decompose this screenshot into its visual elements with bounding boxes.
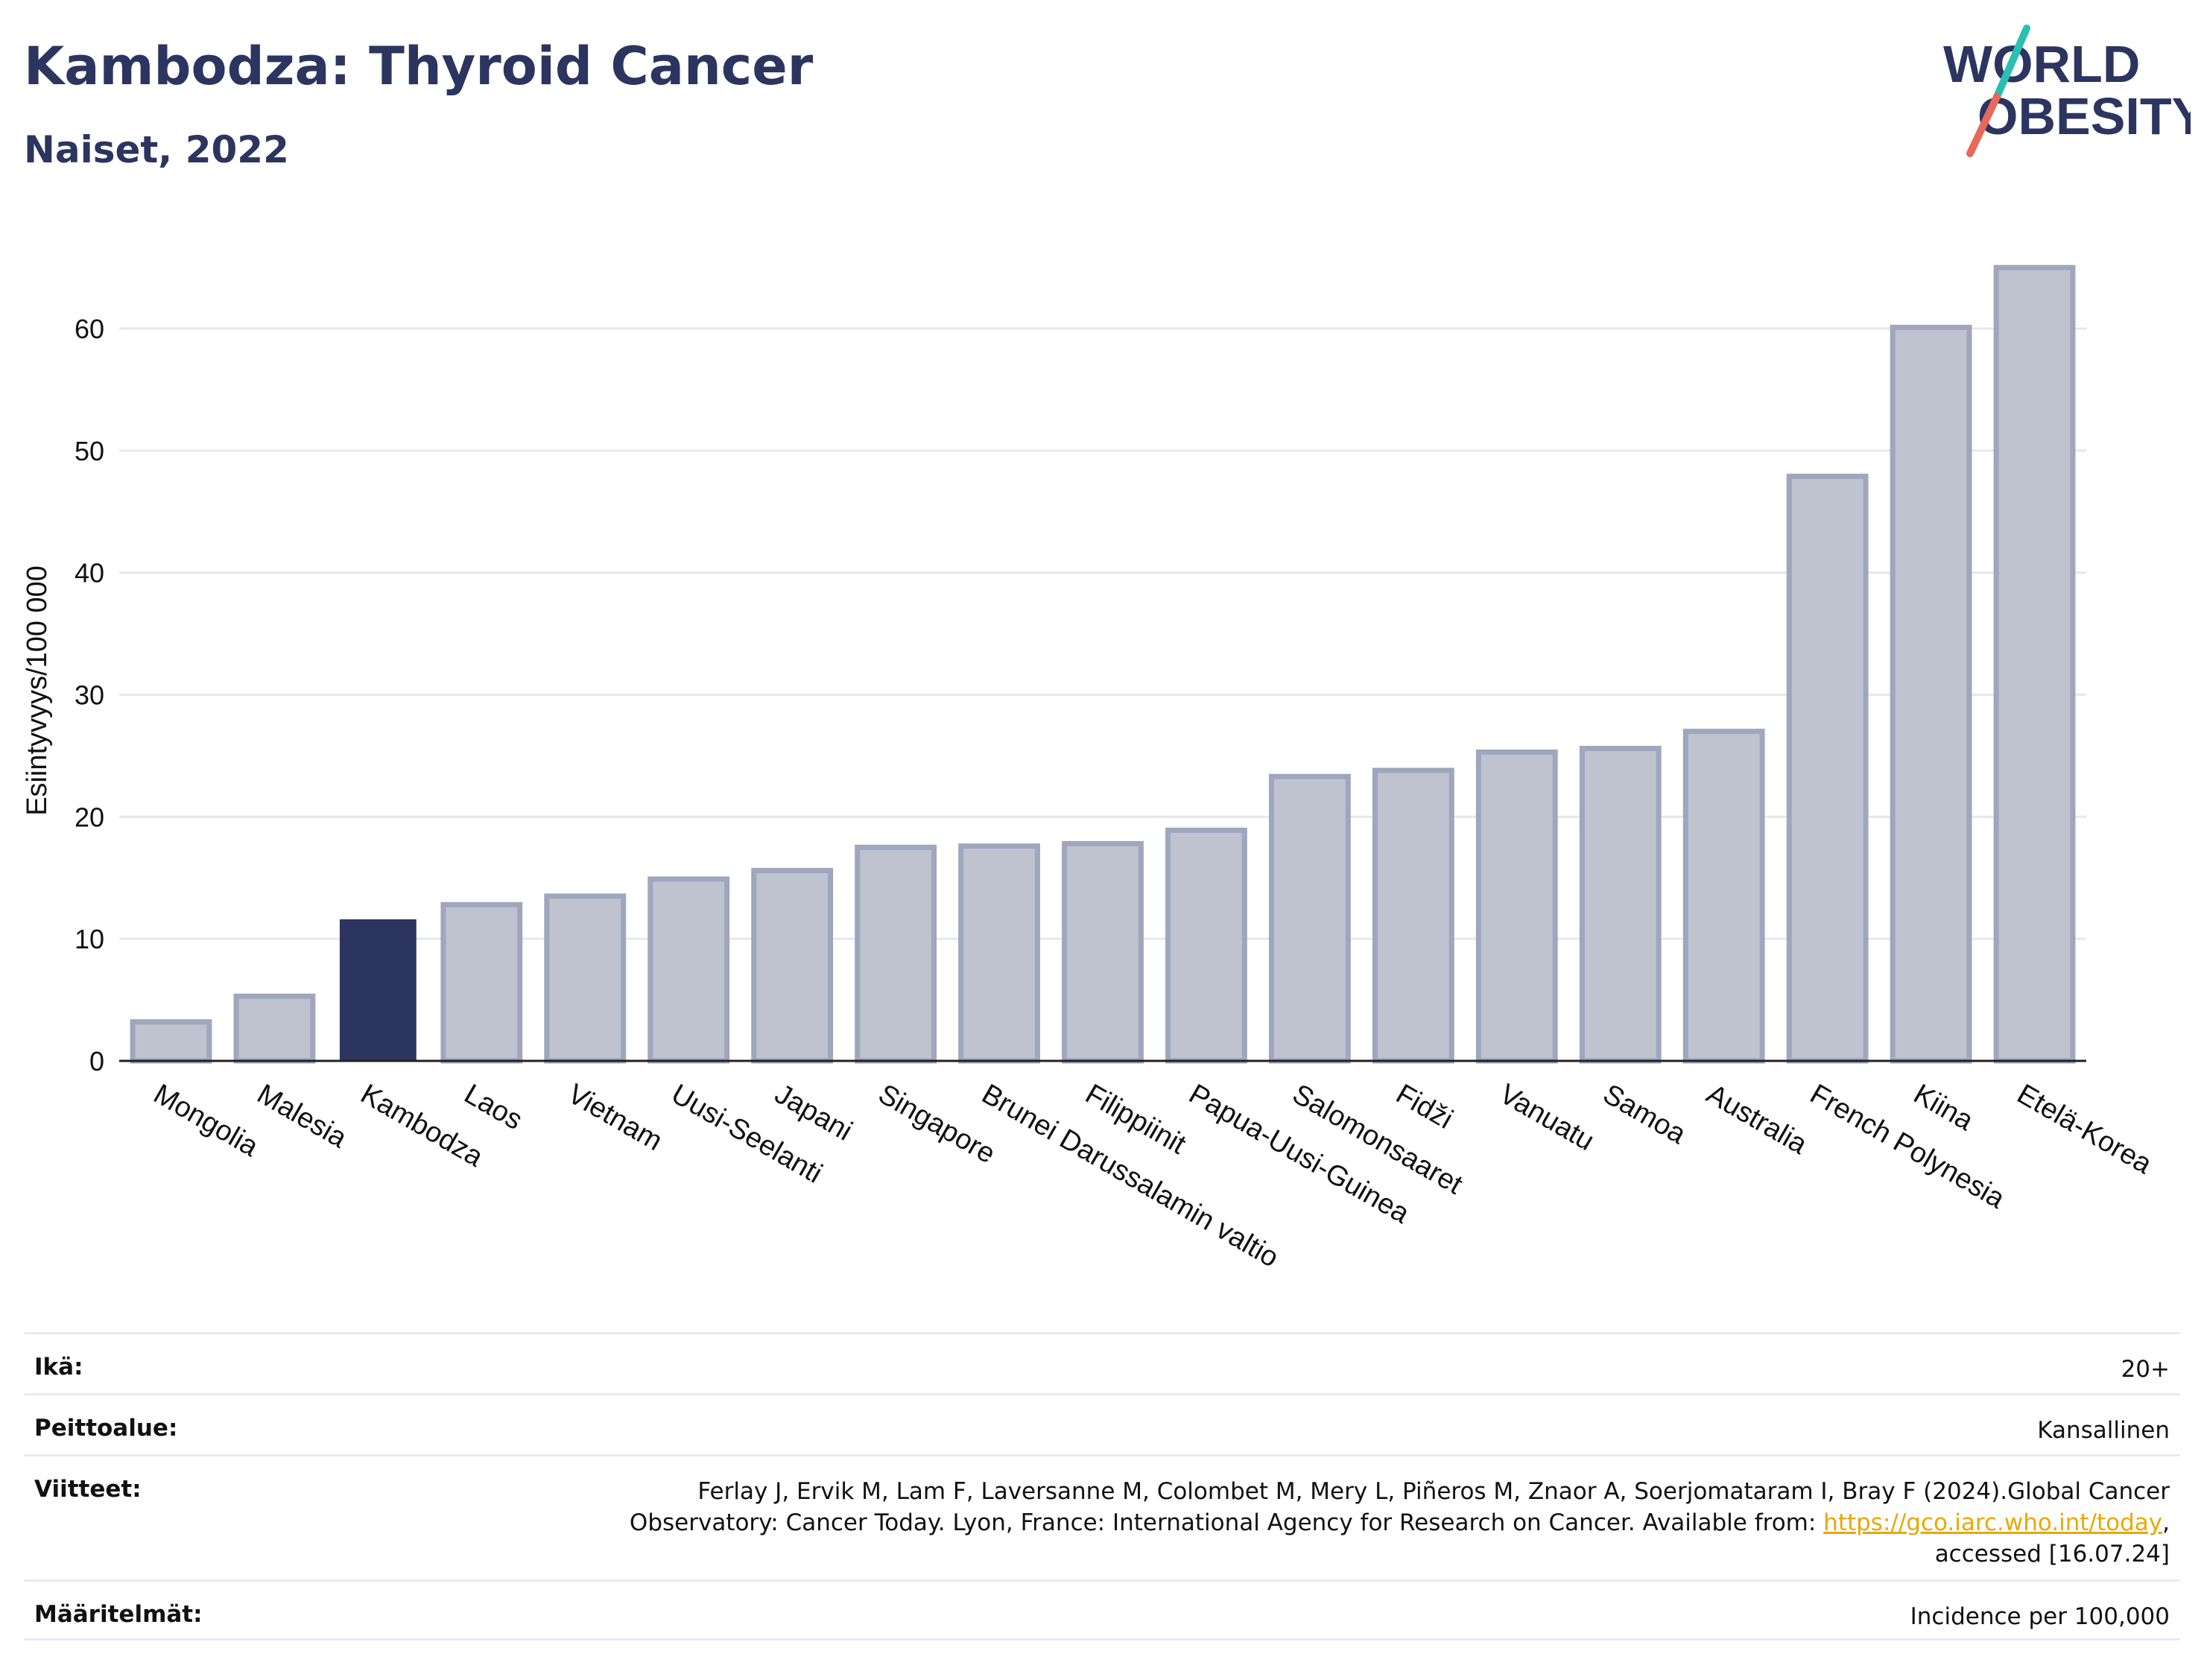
bar-japani	[751, 867, 834, 1064]
metadata-table: Ikä: 20+ Peittoalue: Kansallinen Viittee…	[24, 1332, 2180, 1641]
bar-mongolia	[130, 1019, 212, 1064]
bar-kiina	[1890, 324, 1972, 1064]
chart-subtitle: Naiset, 2022	[24, 128, 289, 171]
y-axis-label: Esiintyvyys/100 000	[22, 565, 53, 816]
y-tick-label: 50	[75, 436, 104, 466]
x-tick-label: Samoa	[1597, 1078, 1691, 1150]
x-tick-label: Kiina	[1908, 1078, 1979, 1137]
x-tick-label: Fidži	[1390, 1078, 1457, 1135]
bar-salomonsaaret	[1268, 773, 1351, 1064]
chart-title: Kambodza: Thyroid Cancer	[24, 36, 814, 97]
age-label: Ikä:	[34, 1354, 83, 1381]
bar-singapore	[855, 844, 937, 1064]
bar-malesia	[233, 993, 316, 1064]
meta-row-coverage: Peittoalue: Kansallinen	[24, 1393, 2180, 1454]
meta-row-definitions: Määritelmät: Incidence per 100,000	[24, 1579, 2180, 1641]
bar-etelä-korea	[1993, 264, 2076, 1064]
definitions-label: Määritelmät:	[34, 1601, 203, 1628]
bar-samoa	[1579, 746, 1662, 1064]
x-tick-label: Mongolia	[148, 1078, 264, 1163]
bars	[130, 264, 2076, 1064]
x-tick-label: Australia	[1701, 1078, 1813, 1161]
meta-row-references: Viitteet: Ferlay J, Ervik M, Lam F, Lave…	[24, 1454, 2180, 1579]
bar-fidži	[1372, 767, 1454, 1064]
bar-filippiinit	[1062, 840, 1144, 1064]
references-line-1: Ferlay J, Ervik M, Lam F, Laversanne M, …	[697, 1478, 2170, 1505]
references-line-2-text: Observatory: Cancer Today. Lyon, France:…	[629, 1509, 1824, 1536]
references-line-3: accessed [16.07.24]	[1934, 1541, 2170, 1568]
world-obesity-logo: WORLD OBESITY	[1943, 25, 2191, 157]
bar-brunei-darussalamin-valtio	[958, 843, 1040, 1064]
x-tick-label: Laos	[459, 1078, 528, 1136]
logo-text-world: WORLD	[1943, 35, 2140, 93]
definitions-value: Incidence per 100,000	[1910, 1603, 2170, 1630]
logo-slash-top	[1993, 25, 2030, 101]
y-tick-label: 10	[75, 924, 104, 954]
meta-row-age: Ikä: 20+	[24, 1332, 2180, 1393]
bar-uusi-seelanti	[647, 876, 730, 1064]
x-tick-label: Malesia	[252, 1078, 352, 1154]
logo-text-obesity: OBESITY	[1977, 87, 2191, 145]
y-tick-label: 60	[75, 314, 104, 344]
bar-vietnam	[544, 893, 627, 1064]
bar-australia	[1682, 729, 1765, 1064]
references-line-2-end: ,	[2162, 1509, 2170, 1536]
y-tick-label: 30	[75, 680, 104, 711]
references-label: Viitteet:	[34, 1476, 142, 1503]
y-tick-label: 20	[75, 802, 104, 832]
y-tick-label: 40	[75, 558, 104, 589]
coverage-value: Kansallinen	[2037, 1417, 2170, 1444]
coverage-label: Peittoalue:	[34, 1415, 178, 1442]
y-tick-labels: 0 10 20 30 40 50 60	[75, 314, 104, 1077]
bar-vanuatu	[1475, 749, 1558, 1064]
age-value: 20+	[2121, 1356, 2170, 1383]
references-link[interactable]: https://gco.iarc.who.int/today	[1823, 1509, 2163, 1536]
logo-slash-bottom	[1966, 93, 2001, 157]
bar-papua-uusi-guinea	[1165, 827, 1247, 1064]
x-tick-label: Etelä-Korea	[2012, 1078, 2158, 1180]
bar-french-polynesia	[1786, 473, 1869, 1064]
bar-laos	[440, 901, 523, 1064]
references-line-2: Observatory: Cancer Today. Lyon, France:…	[630, 1507, 2170, 1538]
bar-kambodza	[339, 919, 417, 1061]
x-tick-label: French Polynesia	[1805, 1078, 2010, 1215]
x-tick-label: Singapore	[873, 1078, 1001, 1170]
x-tick-label: Vietnam	[563, 1078, 668, 1157]
x-tick-label: Vanuatu	[1494, 1078, 1599, 1157]
y-tick-label: 0	[89, 1046, 104, 1077]
references-value: Ferlay J, Ervik M, Lam F, Laversanne M, …	[630, 1476, 2170, 1570]
